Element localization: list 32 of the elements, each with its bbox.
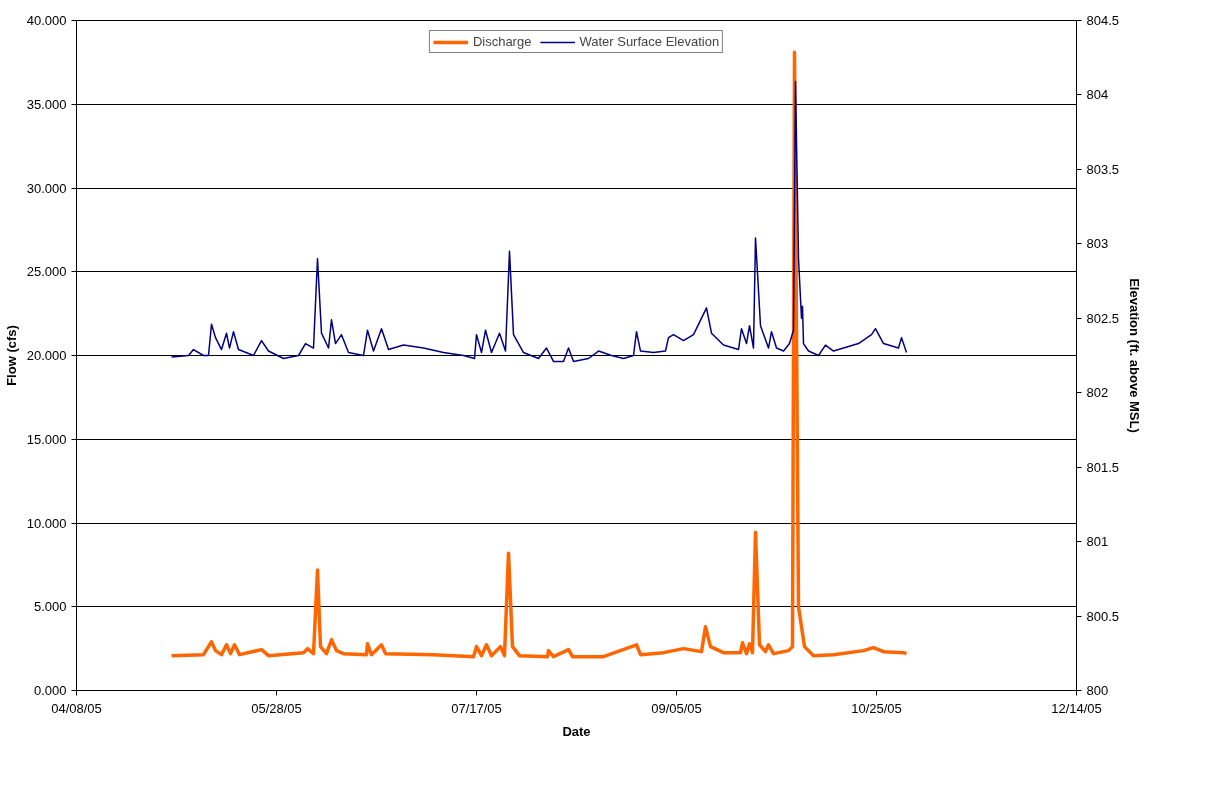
- legend-label: Water Surface Elevation: [579, 34, 720, 49]
- line-series: [170, 80, 908, 363]
- y-tick-label: 40.000: [26, 13, 67, 28]
- x-tick-label: 04/08/05: [51, 700, 102, 716]
- y2-tick-label: 801.5: [1086, 459, 1120, 475]
- x-tick-label: 07/17/05: [451, 700, 502, 716]
- x-axis-title: Date: [562, 723, 591, 739]
- x-tick-label: 10/25/05: [851, 700, 902, 716]
- y2-tick-label: 803.5: [1086, 161, 1120, 177]
- y2-tick-label: 802.5: [1086, 310, 1120, 326]
- legend-label: Discharge: [472, 34, 532, 49]
- y2-tick-label: 800.5: [1086, 608, 1120, 624]
- y-tick-label: 20.000: [26, 348, 67, 363]
- x-tick-label: 05/28/05: [251, 700, 302, 716]
- y-tick-label: 5.000: [33, 599, 67, 615]
- y2-tick-label: 804: [1086, 87, 1109, 103]
- y-tick-label: 15.000: [26, 431, 67, 447]
- y2-axis-title: Elevation (ft. above MSL): [1127, 278, 1143, 433]
- y-tick-label: 30.000: [26, 180, 67, 196]
- x-tick-label: 09/05/05: [651, 700, 702, 716]
- y-tick-label: 25.000: [26, 264, 67, 280]
- y2-tick-label: 804.5: [1086, 13, 1120, 28]
- y2-tick-label: 800: [1086, 683, 1109, 698]
- y-tick-label: 35.000: [26, 96, 67, 112]
- x-tick-label: 12/14/05: [1051, 700, 1102, 716]
- y-tick-label: 10.000: [26, 515, 67, 531]
- y-axis-title: Flow (cfs): [3, 325, 19, 386]
- line-series: [169, 50, 909, 659]
- y-tick-label: 0.000: [33, 683, 67, 698]
- y2-tick-label: 803: [1086, 236, 1109, 252]
- y2-tick-label: 802: [1086, 385, 1109, 401]
- y2-tick-label: 801: [1086, 534, 1109, 550]
